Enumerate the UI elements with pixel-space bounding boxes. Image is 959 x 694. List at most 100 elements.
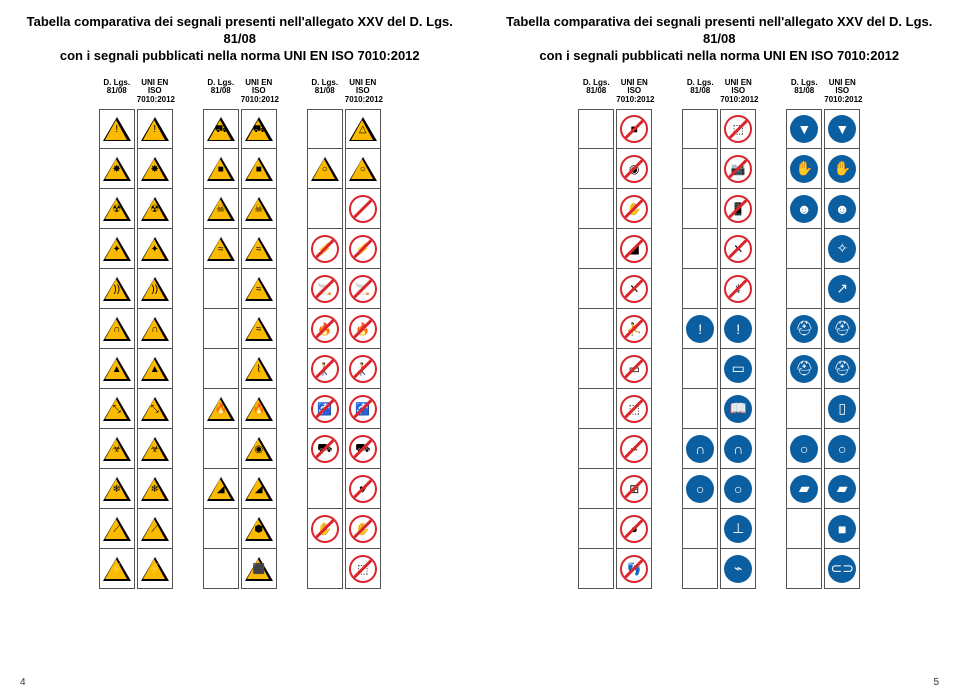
table-row: ✦✦ (99, 229, 173, 269)
prohibition-sign-icon (349, 195, 377, 223)
table-row: ⛑⛑ (786, 309, 860, 349)
warning-sign-icon: ⤡ (103, 397, 131, 421)
sign-cell: ▰ (824, 469, 860, 509)
sign-cell: ✋ (307, 509, 343, 549)
sign-cell: 📱 (720, 189, 756, 229)
mandatory-sign-icon: ⛑ (828, 355, 856, 383)
table-row: ■■ (203, 149, 277, 189)
column-header-b: UNI EN ISO 7010:2012 (720, 79, 756, 105)
sign-cell: )) (137, 269, 173, 309)
table-row: ▲▲ (99, 349, 173, 389)
table-row: ✧ (786, 229, 860, 269)
table-row: ✸✸ (99, 149, 173, 189)
sign-cell: ☠ (241, 189, 277, 229)
table-row: ⊞ (578, 469, 652, 509)
warning-sign-icon: ⟋ (141, 517, 169, 541)
sign-cell (578, 429, 614, 469)
sign-cell: ☢ (137, 189, 173, 229)
warning-sign-icon: ☣ (141, 437, 169, 461)
table-row: 🚶🚶 (307, 349, 381, 389)
sign-cell (578, 109, 614, 149)
table-row: ✋ (578, 189, 652, 229)
table-row: ✋✋ (786, 149, 860, 189)
page-left: Tabella comparativa dei segnali presenti… (0, 0, 480, 694)
warning-sign-icon: ⌇ (245, 357, 273, 381)
sign-cell: 🚰 (345, 389, 381, 429)
sign-cell: 🚬 (307, 269, 343, 309)
sign-cell: ■ (616, 109, 652, 149)
prohibition-sign-icon: ✋ (620, 195, 648, 223)
sign-cell (203, 349, 239, 389)
warning-sign-icon: 🔥 (207, 397, 235, 421)
sign-cell: ▼ (824, 109, 860, 149)
prohibition-sign-icon: ◉ (620, 155, 648, 183)
sign-cell (203, 429, 239, 469)
sign-cell: ○ (682, 469, 718, 509)
sign-cell: ⚡ (307, 229, 343, 269)
prohibition-sign-icon: ▭ (620, 355, 648, 383)
sign-cell (682, 189, 718, 229)
mandatory-sign-icon: ▼ (828, 115, 856, 143)
table-row: ⚡⚡ (307, 229, 381, 269)
sign-cell: ▭ (720, 349, 756, 389)
prohibition-sign-icon: 🚬 (349, 275, 377, 303)
sign-cell: ✋ (345, 509, 381, 549)
column-pair: D. Lgs. 81/08UNI EN ISO 7010:2012△○○⚡⚡🚬🚬… (307, 79, 381, 589)
sign-cell: ∩ (99, 309, 135, 349)
table-row (307, 189, 381, 229)
warning-sign-icon: ⛟ (207, 117, 235, 141)
table-row: !! (99, 109, 173, 149)
mandatory-sign-icon: ○ (724, 475, 752, 503)
sign-cell: ☠ (203, 189, 239, 229)
sign-cell: ◢ (203, 469, 239, 509)
sign-cell: ≈ (241, 309, 277, 349)
table-row: ⬚ (307, 549, 381, 589)
table-row: △ (307, 109, 381, 149)
table-row: ⛟⛟ (307, 429, 381, 469)
warning-sign-icon: )) (103, 277, 131, 301)
sign-cell: ■ (241, 149, 277, 189)
sign-cell: ✸ (99, 149, 135, 189)
sign-cell (786, 229, 822, 269)
mandatory-sign-icon: ▼ (790, 115, 818, 143)
sign-cell: ☢ (99, 189, 135, 229)
prohibition-sign-icon: 🔥 (311, 315, 339, 343)
prohibition-sign-icon: 🚰 (349, 395, 377, 423)
sign-cell (203, 269, 239, 309)
column-header-a: D. Lgs. 81/08 (578, 79, 614, 105)
sign-cell (682, 549, 718, 589)
mandatory-sign-icon: ✧ (828, 235, 856, 263)
sign-cell (682, 229, 718, 269)
table-row: ○○ (682, 469, 756, 509)
table-row: ▭ (578, 349, 652, 389)
table-row: 👣 (578, 549, 652, 589)
prohibition-sign-icon: 🚬 (311, 275, 339, 303)
table-row: 📱 (682, 189, 756, 229)
table-row: 📷 (682, 149, 756, 189)
table-row: ⌁ (578, 429, 652, 469)
prohibition-sign-icon: 🚶 (311, 355, 339, 383)
table-row: 🔥🔥 (203, 389, 277, 429)
sign-cell: ▼ (786, 109, 822, 149)
sign-cell: ⬚ (616, 389, 652, 429)
warning-sign-icon: ∩ (103, 317, 131, 341)
sign-cell: ⤡ (137, 389, 173, 429)
sign-cell: ○ (345, 149, 381, 189)
warning-sign-icon: ❄ (103, 477, 131, 501)
table-row: ⬚ (578, 389, 652, 429)
sign-cell (203, 309, 239, 349)
sign-cell: 📖 (720, 389, 756, 429)
prohibition-sign-icon: 📷 (724, 155, 752, 183)
warning-sign-icon: )) (141, 277, 169, 301)
prohibition-sign-icon: ⬚ (724, 115, 752, 143)
sign-cell: ◢ (616, 229, 652, 269)
table-row: ⟋⟋ (99, 509, 173, 549)
warning-sign-icon: ≈ (245, 277, 273, 301)
mandatory-sign-icon: ○ (790, 435, 818, 463)
prohibition-sign-icon: ■ (620, 115, 648, 143)
sign-cell: ☻ (824, 189, 860, 229)
sign-cell: ✕ (720, 229, 756, 269)
sign-cell (682, 349, 718, 389)
warning-sign-icon: ⬢ (245, 517, 273, 541)
warning-sign-icon: ∩ (141, 317, 169, 341)
